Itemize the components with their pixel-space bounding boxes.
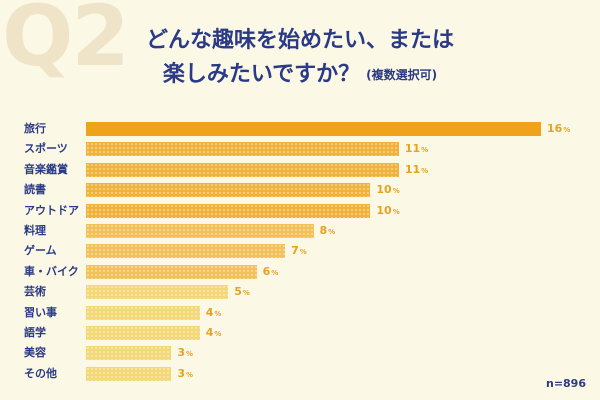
chart-title: どんな趣味を始めたい、または 楽しみたいですか？ (複数選択可) bbox=[0, 24, 600, 92]
bar bbox=[86, 244, 286, 259]
category-label: 旅行 bbox=[24, 122, 46, 135]
value-number: 3 bbox=[177, 366, 185, 380]
value-unit: % bbox=[185, 370, 193, 379]
value-number: 11 bbox=[404, 162, 421, 176]
value-label: 16% bbox=[547, 122, 570, 137]
bar bbox=[86, 162, 399, 177]
value-number: 4 bbox=[205, 326, 214, 339]
bar bbox=[86, 122, 541, 136]
value-number: 16 bbox=[547, 122, 563, 135]
value-unit: % bbox=[328, 228, 336, 236]
value-label: 10% bbox=[376, 204, 399, 219]
value-label: 6% bbox=[263, 265, 279, 280]
value-number: 4 bbox=[205, 305, 214, 319]
value-label: 4% bbox=[206, 306, 222, 321]
value-label: 10% bbox=[376, 183, 399, 198]
category-label: 車・バイク bbox=[24, 264, 79, 278]
value-unit: % bbox=[242, 289, 250, 298]
sample-size-label: n=896 bbox=[545, 377, 586, 390]
category-label: 音楽鑑賞 bbox=[24, 162, 68, 176]
value-unit: % bbox=[185, 350, 193, 359]
category-label: 美容 bbox=[24, 346, 46, 360]
value-unit: % bbox=[299, 248, 307, 257]
value-unit: % bbox=[563, 126, 571, 134]
value-unit: % bbox=[271, 268, 279, 277]
value-number: 6 bbox=[262, 264, 271, 278]
category-label: 芸術 bbox=[24, 285, 46, 299]
bar bbox=[86, 346, 172, 361]
chart-title-line-2: 楽しみたいですか？ (複数選択可) bbox=[0, 58, 600, 92]
value-label: 11% bbox=[405, 142, 428, 157]
value-label: 4% bbox=[206, 326, 222, 341]
value-number: 10 bbox=[376, 183, 392, 197]
value-label: 8% bbox=[320, 224, 336, 239]
value-label: 7% bbox=[291, 244, 307, 259]
value-number: 10 bbox=[376, 203, 392, 217]
category-label: スポーツ bbox=[24, 142, 68, 156]
bar bbox=[86, 183, 371, 198]
value-label: 3% bbox=[177, 367, 193, 382]
value-number: 11 bbox=[404, 142, 421, 156]
value-number: 7 bbox=[291, 244, 299, 258]
category-label: 料理 bbox=[24, 224, 46, 237]
bar bbox=[86, 224, 314, 238]
chart-title-subtitle: (複数選択可) bbox=[366, 68, 438, 82]
category-label: 習い事 bbox=[24, 305, 57, 319]
value-label: 11% bbox=[405, 163, 428, 178]
chart-title-line-2-text: 楽しみたいですか？ bbox=[162, 62, 361, 87]
value-label: 3% bbox=[177, 346, 193, 361]
category-label: ゲーム bbox=[24, 244, 57, 258]
value-unit: % bbox=[421, 146, 429, 155]
bar bbox=[86, 285, 229, 300]
bar bbox=[86, 264, 257, 279]
value-unit: % bbox=[392, 187, 400, 196]
bar bbox=[86, 305, 200, 320]
value-unit: % bbox=[392, 207, 400, 216]
bar bbox=[86, 326, 200, 340]
question-number-watermark: Q2 bbox=[2, 0, 130, 85]
value-number: 5 bbox=[234, 285, 242, 299]
category-label: アウトドア bbox=[24, 203, 79, 217]
chart-title-line-1: どんな趣味を始めたい、または bbox=[145, 28, 454, 53]
category-label: 読書 bbox=[24, 183, 46, 197]
bar bbox=[86, 366, 172, 381]
value-unit: % bbox=[214, 330, 222, 338]
value-unit: % bbox=[214, 309, 222, 318]
category-label: 語学 bbox=[24, 326, 46, 339]
value-unit: % bbox=[421, 166, 429, 175]
hobby-bar-chart: 旅行 16% スポーツ 11% 音楽鑑賞 11% 読書 10% アウトドア 10% 料理 8% ゲーム 7… bbox=[0, 118, 600, 388]
value-number: 3 bbox=[177, 346, 185, 360]
bar bbox=[86, 142, 399, 157]
value-label: 5% bbox=[234, 285, 250, 300]
category-label: その他 bbox=[24, 366, 57, 380]
value-number: 8 bbox=[319, 224, 328, 237]
bar bbox=[86, 203, 371, 218]
